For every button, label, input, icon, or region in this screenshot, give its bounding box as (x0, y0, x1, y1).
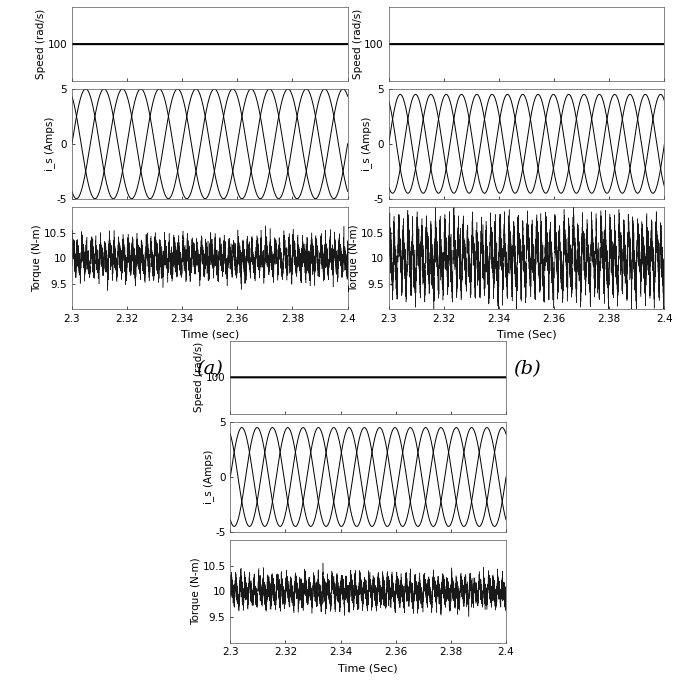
X-axis label: Time (Sec): Time (Sec) (497, 330, 556, 340)
X-axis label: Time (sec): Time (sec) (181, 330, 239, 340)
Y-axis label: Torque (N-m): Torque (N-m) (191, 558, 201, 625)
Y-axis label: i_s (Amps): i_s (Amps) (45, 116, 55, 171)
Text: (b): (b) (512, 360, 540, 378)
Text: (a): (a) (197, 360, 223, 378)
Y-axis label: Torque (N-m): Torque (N-m) (33, 224, 42, 292)
X-axis label: Time (Sec): Time (Sec) (338, 663, 398, 673)
Y-axis label: i_s (Amps): i_s (Amps) (203, 449, 214, 504)
Y-axis label: Torque (N-m): Torque (N-m) (349, 224, 360, 292)
Y-axis label: Speed (rad/s): Speed (rad/s) (36, 9, 46, 80)
Y-axis label: Speed (rad/s): Speed (rad/s) (195, 342, 204, 413)
Y-axis label: i_s (Amps): i_s (Amps) (361, 116, 372, 171)
Y-axis label: Speed (rad/s): Speed (rad/s) (353, 9, 363, 80)
